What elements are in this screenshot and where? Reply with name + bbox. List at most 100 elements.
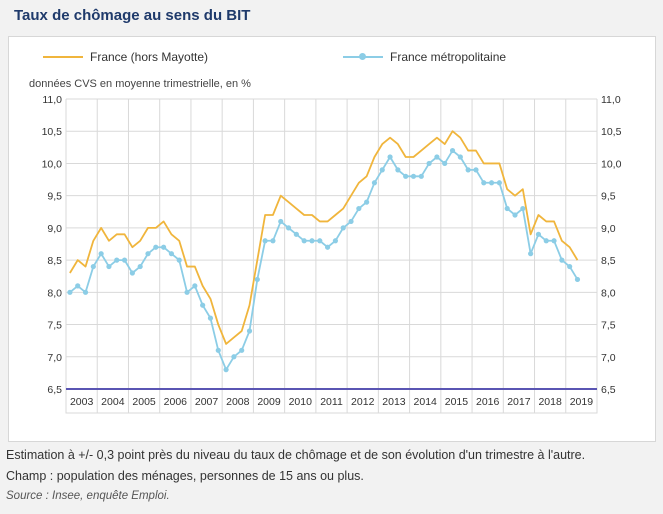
data-point bbox=[121, 257, 128, 263]
data-point bbox=[574, 276, 581, 283]
data-point bbox=[301, 238, 307, 244]
data-point bbox=[387, 154, 393, 160]
data-point bbox=[262, 238, 268, 244]
data-point bbox=[207, 315, 214, 321]
footer-source: Source : Insee, enquête Emploi. bbox=[6, 490, 170, 502]
data-point bbox=[543, 238, 549, 244]
x-axis-band bbox=[65, 388, 598, 414]
legend-swatch-series2 bbox=[343, 53, 383, 60]
data-point bbox=[153, 244, 159, 250]
data-point bbox=[559, 257, 565, 263]
x-tick-label: 2017 bbox=[507, 396, 531, 408]
x-tick-label: 2006 bbox=[164, 396, 188, 408]
data-point bbox=[371, 180, 378, 186]
data-point bbox=[215, 347, 221, 353]
data-point bbox=[254, 276, 260, 283]
legend-item-series1[interactable]: France (hors Mayotte) bbox=[43, 50, 208, 64]
data-point bbox=[496, 180, 502, 186]
x-tick-label: 2013 bbox=[382, 396, 406, 408]
data-point bbox=[551, 238, 557, 244]
y-tick-label-left: 6,5 bbox=[47, 384, 62, 396]
y-tick-label-right: 9,5 bbox=[601, 191, 616, 203]
data-point bbox=[457, 154, 463, 160]
data-point bbox=[356, 205, 362, 212]
footer-champ: Champ : population des ménages, personne… bbox=[6, 469, 364, 483]
x-tick-label: 2008 bbox=[226, 396, 250, 408]
data-point bbox=[504, 205, 510, 212]
data-point bbox=[270, 238, 276, 244]
data-point bbox=[449, 147, 456, 154]
y-tick-label-left: 8,0 bbox=[47, 287, 62, 299]
x-tick-label: 2016 bbox=[476, 396, 500, 408]
data-point bbox=[535, 231, 542, 237]
y-tick-label-right: 11,0 bbox=[601, 94, 621, 106]
data-point bbox=[473, 167, 479, 173]
y-tick-label-right: 6,5 bbox=[601, 384, 616, 396]
x-tick-label: 2019 bbox=[570, 396, 594, 408]
data-point bbox=[168, 251, 175, 257]
data-point bbox=[278, 218, 284, 225]
data-point bbox=[395, 167, 401, 173]
footer-estimation: Estimation à +/- 0,3 point près du nivea… bbox=[6, 448, 586, 462]
data-point bbox=[200, 302, 206, 308]
data-point bbox=[324, 244, 331, 250]
data-point bbox=[465, 167, 471, 173]
legend-label-series2: France métropolitaine bbox=[390, 50, 507, 64]
data-point bbox=[98, 251, 104, 257]
data-point bbox=[488, 180, 495, 186]
data-point bbox=[75, 283, 81, 289]
data-point bbox=[340, 225, 346, 231]
data-point bbox=[379, 167, 385, 173]
data-point bbox=[528, 251, 534, 257]
data-point bbox=[239, 347, 245, 353]
data-point bbox=[332, 238, 339, 244]
data-point bbox=[246, 328, 253, 334]
data-point bbox=[317, 238, 323, 244]
data-point bbox=[520, 205, 526, 212]
y-tick-label-left: 11,0 bbox=[42, 94, 62, 106]
data-point bbox=[129, 270, 135, 276]
x-tick-label: 2014 bbox=[414, 396, 438, 408]
data-point bbox=[192, 283, 198, 289]
y-tick-label-right: 10,0 bbox=[601, 158, 622, 170]
data-point bbox=[114, 257, 120, 263]
data-point bbox=[481, 180, 487, 186]
data-point bbox=[176, 257, 182, 263]
data-point bbox=[285, 225, 292, 231]
y-tick-label-left: 7,0 bbox=[47, 352, 62, 364]
y-tick-label-left: 9,5 bbox=[47, 191, 62, 203]
data-point bbox=[90, 263, 96, 270]
data-point bbox=[567, 263, 573, 270]
y-tick-label-left: 8,5 bbox=[47, 255, 62, 267]
series-line-1 bbox=[69, 130, 579, 345]
data-point bbox=[364, 199, 370, 205]
y-tick-label-right: 10,5 bbox=[601, 126, 622, 138]
x-tick-label: 2003 bbox=[70, 396, 94, 408]
y-tick-label-right: 9,0 bbox=[601, 223, 616, 235]
data-point bbox=[293, 231, 299, 237]
y-tick-label-right: 8,0 bbox=[601, 287, 616, 299]
legend-label-series1: France (hors Mayotte) bbox=[90, 50, 209, 64]
data-point bbox=[161, 244, 167, 250]
y-tick-label-left: 9,0 bbox=[47, 223, 62, 235]
x-tick-label: 2004 bbox=[101, 396, 125, 408]
chart-note: données CVS en moyenne trimestrielle, en… bbox=[29, 78, 251, 90]
x-tick-label: 2015 bbox=[445, 396, 469, 408]
x-tick-label: 2010 bbox=[289, 396, 313, 408]
data-point bbox=[512, 212, 518, 218]
x-tick-label: 2018 bbox=[538, 396, 562, 408]
y-tick-label-left: 7,5 bbox=[47, 320, 62, 332]
data-point bbox=[82, 289, 89, 295]
data-point bbox=[434, 154, 440, 160]
data-point bbox=[348, 218, 354, 225]
y-tick-label-right: 7,0 bbox=[601, 352, 616, 364]
data-point bbox=[223, 367, 229, 373]
legend-swatch-series1 bbox=[43, 56, 83, 58]
y-tick-label-right: 8,5 bbox=[601, 255, 616, 267]
x-tick-label: 2005 bbox=[132, 396, 156, 408]
legend-item-series2[interactable]: France métropolitaine bbox=[343, 50, 506, 64]
x-tick-label: 2009 bbox=[257, 396, 281, 408]
y-tick-label-left: 10,5 bbox=[42, 126, 63, 138]
data-point bbox=[309, 238, 315, 244]
